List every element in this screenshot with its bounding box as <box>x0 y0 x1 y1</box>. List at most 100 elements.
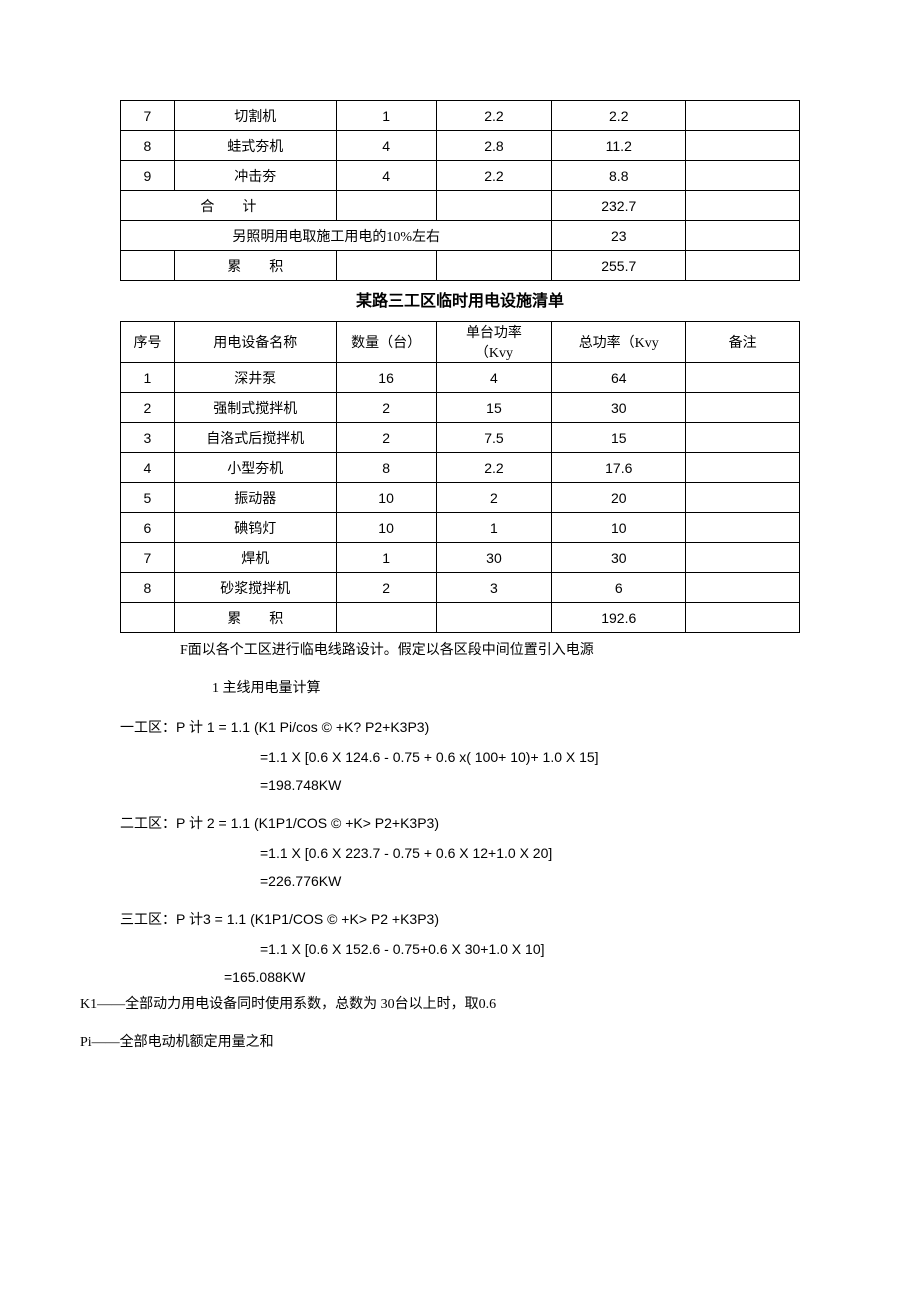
cell: 1 <box>336 101 436 131</box>
cell <box>336 603 436 633</box>
cell: 累 积 <box>174 603 336 633</box>
col-header-seq: 序号 <box>121 322 175 363</box>
cell: 冲击夯 <box>174 161 336 191</box>
cell: 9 <box>121 161 175 191</box>
cell: 10 <box>336 483 436 513</box>
cell: 8 <box>121 573 175 603</box>
cell: 1 <box>436 513 552 543</box>
cell: 16 <box>336 363 436 393</box>
cell: 7 <box>121 543 175 573</box>
table-row: 3自洛式后搅拌机27.515 <box>121 423 800 453</box>
zone1-formula: 一工区：P 计 1 = 1.1 (K1 Pi/cos © +K? P2+K3P3… <box>60 713 860 743</box>
col-header-note: 备注 <box>686 322 800 363</box>
zone1-calc-1: =1.1 X [0.6 X 124.6 - 0.75 + 0.6 x( 100+… <box>60 743 860 771</box>
cell <box>686 453 800 483</box>
cell: 17.6 <box>552 453 686 483</box>
table-row: 7切割机12.22.2 <box>121 101 800 131</box>
cell <box>686 221 800 251</box>
table-equipment-1: 7切割机12.22.28蛙式夯机42.811.29冲击夯42.28.8合 计23… <box>120 100 800 281</box>
cell: 8 <box>121 131 175 161</box>
cell <box>686 543 800 573</box>
table-row: 6碘钨灯10110 <box>121 513 800 543</box>
table-header-row: 序号 用电设备名称 数量（台） 单台功率（Kvy 总功率（Kvy 备注 <box>121 322 800 363</box>
table-row: 5振动器10220 <box>121 483 800 513</box>
cell: 自洛式后搅拌机 <box>174 423 336 453</box>
cell: 20 <box>552 483 686 513</box>
cell: 23 <box>552 221 686 251</box>
cell: 2.2 <box>436 101 552 131</box>
cell: 2.2 <box>436 161 552 191</box>
cell: 30 <box>552 543 686 573</box>
col-header-name: 用电设备名称 <box>174 322 336 363</box>
col-header-qty: 数量（台） <box>336 322 436 363</box>
cell <box>686 101 800 131</box>
cell: 7 <box>121 101 175 131</box>
cell <box>686 131 800 161</box>
cell <box>121 603 175 633</box>
cell: 30 <box>436 543 552 573</box>
cell: 碘钨灯 <box>174 513 336 543</box>
table-equipment-2: 序号 用电设备名称 数量（台） 单台功率（Kvy 总功率（Kvy 备注 1深井泵… <box>120 321 800 633</box>
cell: 1 <box>121 363 175 393</box>
zone2-formula: 二工区：P 计 2 = 1.1 (K1P1/COS © +K> P2+K3P3) <box>60 809 860 839</box>
cell: 小型夯机 <box>174 453 336 483</box>
cell: 4 <box>336 161 436 191</box>
table-row: 1深井泵16464 <box>121 363 800 393</box>
cell: 232.7 <box>552 191 686 221</box>
section-title: 某路三工区临时用电设施清单 <box>60 287 860 311</box>
cell <box>686 393 800 423</box>
cell <box>436 251 552 281</box>
cell <box>686 423 800 453</box>
cell: 2.8 <box>436 131 552 161</box>
cell: 2 <box>336 573 436 603</box>
cell <box>686 161 800 191</box>
cell: 蛙式夯机 <box>174 131 336 161</box>
zone3-calc-1: =1.1 X [0.6 X 152.6 - 0.75+0.6 X 30+1.0 … <box>60 935 860 963</box>
cell: 192.6 <box>552 603 686 633</box>
cell: 64 <box>552 363 686 393</box>
zone2-calc-1: =1.1 X [0.6 X 223.7 - 0.75 + 0.6 X 12+1.… <box>60 839 860 867</box>
cell: 累 积 <box>174 251 336 281</box>
cell <box>686 483 800 513</box>
table-row: 4小型夯机82.217.6 <box>121 453 800 483</box>
cell: 2 <box>121 393 175 423</box>
table-row: 9冲击夯42.28.8 <box>121 161 800 191</box>
calc-heading: 1 主线用电量计算 <box>60 675 860 703</box>
zone2-calc-2: =226.776KW <box>60 867 860 895</box>
cell: 8 <box>336 453 436 483</box>
cell: 30 <box>552 393 686 423</box>
col-header-total-power: 总功率（Kvy <box>552 322 686 363</box>
cell: 5 <box>121 483 175 513</box>
cell: 4 <box>436 363 552 393</box>
cell: 15 <box>436 393 552 423</box>
zone3-calc-2: =165.088KW <box>60 963 860 991</box>
cell: 强制式搅拌机 <box>174 393 336 423</box>
cell <box>436 191 552 221</box>
cell: 15 <box>552 423 686 453</box>
cell: 砂浆搅拌机 <box>174 573 336 603</box>
cell: 切割机 <box>174 101 336 131</box>
table-lighting-row: 另照明用电取施工用电的10%左右23 <box>121 221 800 251</box>
cell: 2 <box>336 423 436 453</box>
cell <box>686 513 800 543</box>
cell: 深井泵 <box>174 363 336 393</box>
table-row: 2强制式搅拌机21530 <box>121 393 800 423</box>
table-row: 8蛙式夯机42.811.2 <box>121 131 800 161</box>
cell: 振动器 <box>174 483 336 513</box>
cell <box>686 251 800 281</box>
cell: 2.2 <box>436 453 552 483</box>
table-row: 7焊机13030 <box>121 543 800 573</box>
zone1-calc-2: =198.748KW <box>60 771 860 799</box>
cell <box>686 363 800 393</box>
table-sum-row: 合 计232.7 <box>121 191 800 221</box>
cell: 1 <box>336 543 436 573</box>
table-accum-row: 累 积255.7 <box>121 251 800 281</box>
cell: 2.2 <box>552 101 686 131</box>
coeff-k1: K1——全部动力用电设备同时使用系数，总数为 30台以上时，取0.6 <box>60 991 860 1019</box>
table-row: 8砂浆搅拌机236 <box>121 573 800 603</box>
cell <box>686 191 800 221</box>
cell: 另照明用电取施工用电的10%左右 <box>121 221 552 251</box>
cell: 7.5 <box>436 423 552 453</box>
cell: 2 <box>436 483 552 513</box>
cell: 4 <box>336 131 436 161</box>
